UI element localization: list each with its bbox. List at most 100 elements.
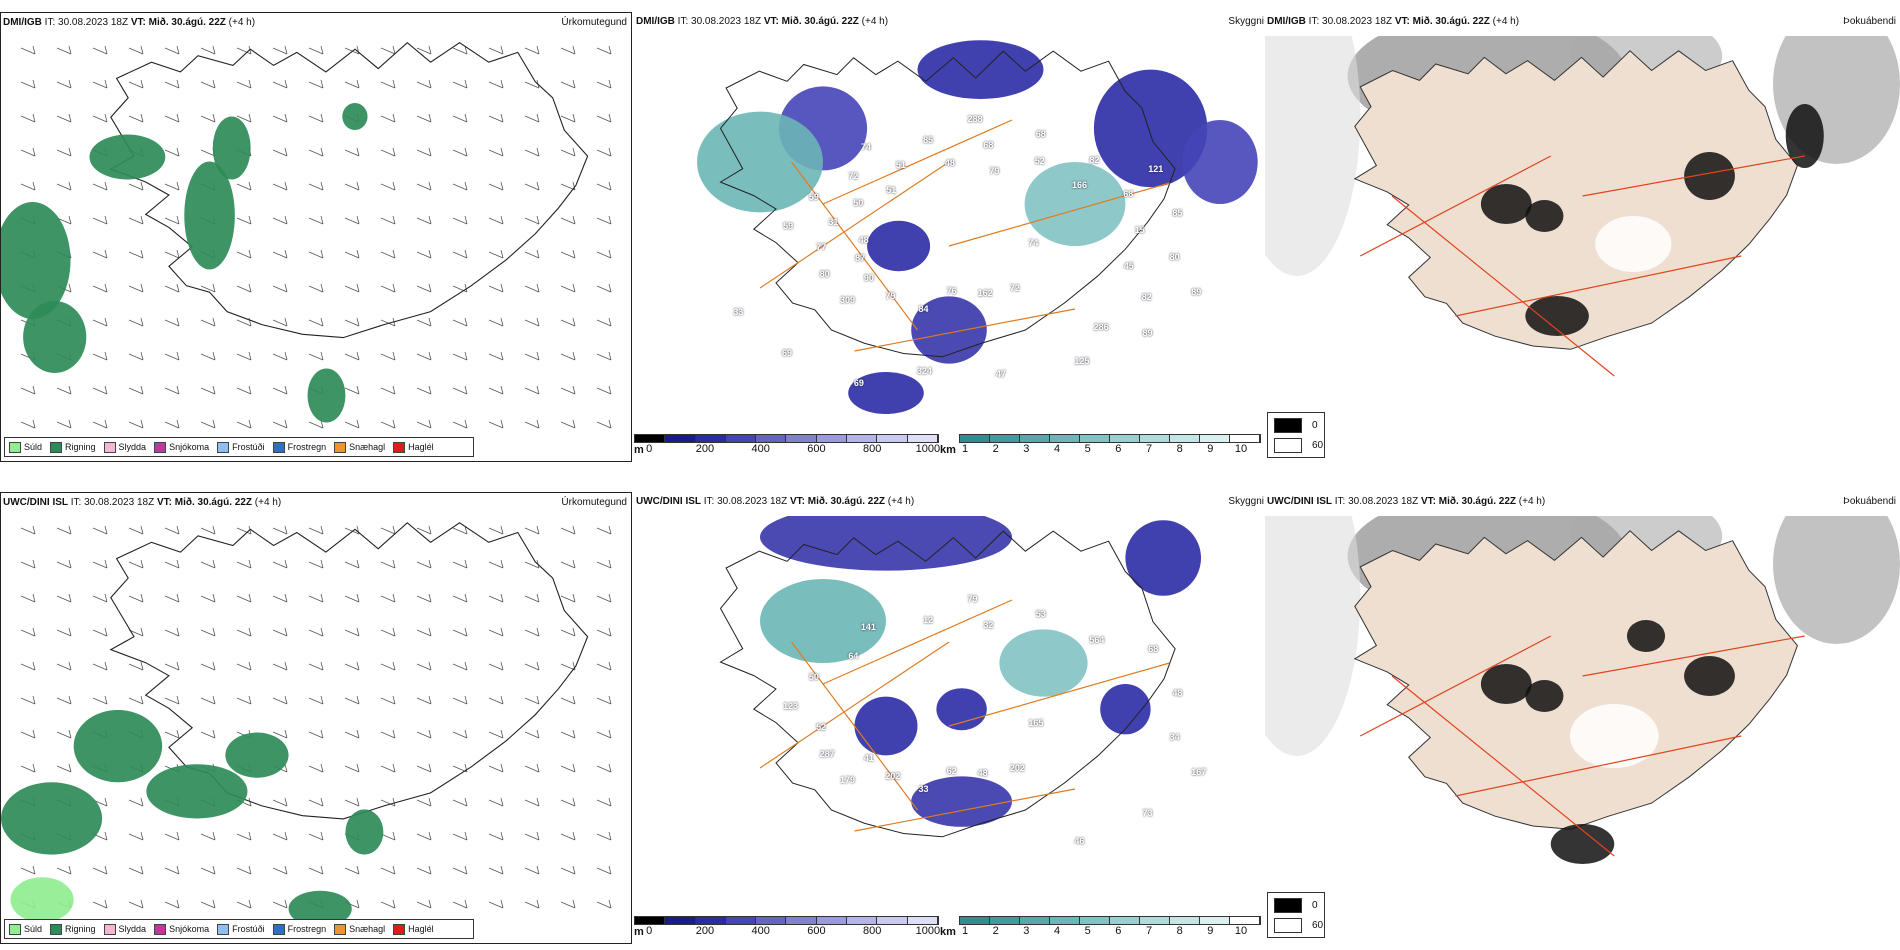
colorbar-ticks: 0 200 400 600 800 1000 xyxy=(634,443,940,457)
wind-barb xyxy=(164,79,180,89)
wind-barb xyxy=(308,249,324,259)
wind-barb xyxy=(20,113,36,123)
fog-index-map-row1: DMI/IGB IT: 30.08.2023 18Z VT: Mið. 30.á… xyxy=(1265,12,1900,462)
wind-barb xyxy=(164,181,180,191)
wind-barb xyxy=(92,113,108,123)
init-time: IT: 30.08.2023 18Z xyxy=(703,496,788,507)
cloud-value-label: 52 xyxy=(1034,156,1045,167)
wind-barb xyxy=(164,317,180,327)
wind-barb xyxy=(524,249,540,259)
road xyxy=(1455,735,1742,797)
cloud-map-canvas xyxy=(719,516,1201,838)
wind-barb xyxy=(488,419,504,429)
wind-barb xyxy=(488,113,504,123)
wind-barb xyxy=(308,181,324,191)
wind-barb xyxy=(128,593,144,603)
wind-barb xyxy=(164,661,180,671)
colorbar-step xyxy=(1140,435,1170,442)
wind-barb xyxy=(164,351,180,361)
wind-barb xyxy=(200,283,216,293)
cloud-value-label: 309 xyxy=(840,294,856,305)
wind-barb xyxy=(524,525,540,535)
colorbar-step xyxy=(1200,917,1230,924)
wind-barb xyxy=(452,283,468,293)
wind-barb xyxy=(92,627,108,637)
precip-map-canvas xyxy=(1,522,612,927)
cloud-area xyxy=(917,40,1044,99)
cloud-title: Skyggni xyxy=(1228,16,1264,27)
road xyxy=(948,662,1170,727)
wind-barb xyxy=(344,79,360,89)
colorbar-tick: 800 xyxy=(862,925,882,937)
colorbar-tick: 8 xyxy=(1176,925,1183,937)
init-time: IT: 30.08.2023 18Z xyxy=(677,16,762,27)
wind-barb xyxy=(92,695,108,705)
colorbar-step xyxy=(1170,917,1200,924)
iceland-coastline xyxy=(719,530,1176,838)
valid-time: VT: Mið. 30.ágú. 22Z xyxy=(130,17,226,28)
wind-barb xyxy=(488,79,504,89)
wind-barb xyxy=(20,525,36,535)
wind-barb xyxy=(236,865,252,875)
wind-barb xyxy=(200,525,216,535)
legend-swatch xyxy=(50,441,63,453)
legend-label: Frostregn xyxy=(287,442,327,452)
legend-swatch xyxy=(334,441,347,453)
wind-barb xyxy=(344,385,360,395)
wind-barb xyxy=(128,181,144,191)
legend-swatch xyxy=(154,441,167,453)
legend-swatch xyxy=(103,923,116,935)
wind-barb xyxy=(92,559,108,569)
colorbar-tick: 1 xyxy=(961,925,969,937)
wind-barb xyxy=(380,763,396,773)
wind-barb xyxy=(164,729,180,739)
cloud-value-label: 73 xyxy=(1142,807,1153,818)
wind-barb xyxy=(524,865,540,875)
wind-barb xyxy=(416,147,432,157)
legend-label: Súld xyxy=(24,442,43,452)
colorbar-track xyxy=(634,916,939,925)
wind-barb xyxy=(272,419,288,429)
precip-legend: Súld Rigning Slydda Snjókoma Frostúði Frostre… xyxy=(4,919,474,939)
wind-barb xyxy=(164,627,180,637)
wind-barb xyxy=(20,593,36,603)
colorbar-step xyxy=(1110,917,1140,924)
cloud-value-label: 51 xyxy=(886,185,897,196)
wind-barb xyxy=(380,729,396,739)
cloud-value-label: 141 xyxy=(860,622,876,633)
wind-barb xyxy=(560,351,576,361)
wind-barb xyxy=(452,385,468,395)
cloud-base-map-row1: DMI/IGB IT: 30.08.2023 18Z VT: Mið. 30.á… xyxy=(634,12,1264,462)
road xyxy=(854,788,1076,832)
cloud-value-label: 50 xyxy=(808,672,819,683)
wind-barb xyxy=(416,385,432,395)
wind-barb xyxy=(560,865,576,875)
wind-barb xyxy=(128,317,144,327)
wind-barb xyxy=(164,147,180,157)
wind-barb xyxy=(380,79,396,89)
precip-area xyxy=(73,709,163,783)
wind-barb xyxy=(272,797,288,807)
colorbar-step xyxy=(847,917,878,924)
road xyxy=(759,641,950,769)
cloud-value-label: 123 xyxy=(783,701,799,712)
cloud-value-label: 165 xyxy=(1028,717,1044,728)
wind-barbs xyxy=(20,45,612,429)
precip-legend: Súld Rigning Slydda Snjókoma Frostúði Frostre… xyxy=(4,437,474,457)
cloud-value-label: 62 xyxy=(946,766,957,777)
colorbar-tick: 6 xyxy=(1115,443,1122,455)
wind-barb xyxy=(164,419,180,429)
wind-barb xyxy=(344,45,360,55)
init-time: IT: 30.08.2023 18Z xyxy=(44,17,129,28)
wind-barb xyxy=(344,147,360,157)
colorbar-step xyxy=(635,435,666,442)
legend-item: Snjókoma xyxy=(154,441,209,453)
map-header: UWC/DINI ISL IT: 30.08.2023 18Z VT: Mið.… xyxy=(3,497,281,508)
wind-barb xyxy=(308,729,324,739)
legend-item: Frostúði xyxy=(217,923,265,935)
colorbar-step xyxy=(725,917,757,924)
cloud-value-label: 324 xyxy=(916,366,932,377)
colorbar-tick: 7 xyxy=(1145,443,1153,455)
colorbar-tick: 10 xyxy=(1234,925,1248,937)
colorbar-step xyxy=(816,435,848,442)
